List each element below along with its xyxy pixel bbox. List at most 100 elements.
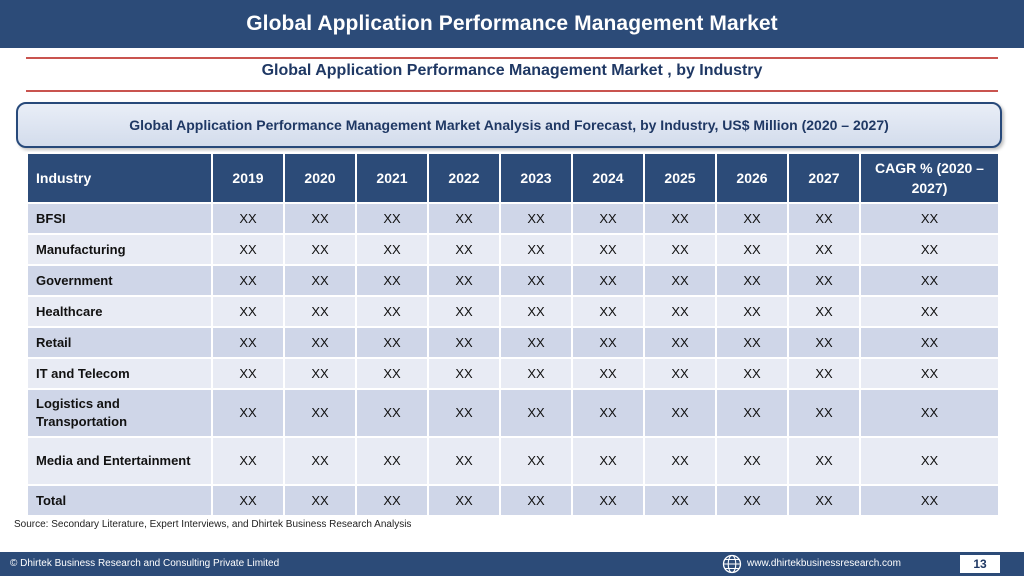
table-cell: XX <box>355 436 429 486</box>
table-cell: XX <box>715 295 789 328</box>
table-cell: XX <box>787 233 861 266</box>
table-cell: XX <box>715 484 789 517</box>
table-cell: XX <box>571 357 645 390</box>
table-cell: XX <box>427 484 501 517</box>
table-cell: XX <box>571 326 645 359</box>
table-caption: Global Application Performance Managemen… <box>129 117 889 133</box>
table-cell: XX <box>643 202 717 235</box>
table-cell: XX <box>283 295 357 328</box>
column-header: 2024 <box>571 152 645 204</box>
row-label: Healthcare <box>26 295 213 328</box>
copyright-text: © Dhirtek Business Research and Consulti… <box>10 558 280 569</box>
table-cell: XX <box>643 295 717 328</box>
table-cell: XX <box>859 202 1000 235</box>
table-cell: XX <box>715 233 789 266</box>
column-header: 2020 <box>283 152 357 204</box>
table-cell: XX <box>427 233 501 266</box>
table-cell: XX <box>283 326 357 359</box>
column-header: 2021 <box>355 152 429 204</box>
page-title: Global Application Performance Managemen… <box>246 12 778 35</box>
table-cell: XX <box>355 357 429 390</box>
table-cell: XX <box>355 295 429 328</box>
table-cell: XX <box>211 326 285 359</box>
table-cell: XX <box>571 264 645 297</box>
table-cell: XX <box>427 202 501 235</box>
table-cell: XX <box>211 436 285 486</box>
table-cell: XX <box>355 264 429 297</box>
table-row: Manufacturing XX XX XX XX XX XX XX XX XX XX <box>26 233 1000 266</box>
table-cell: XX <box>859 436 1000 486</box>
table-cell: XX <box>643 388 717 438</box>
table-cell: XX <box>211 233 285 266</box>
table-cell: XX <box>715 202 789 235</box>
column-header: 2025 <box>643 152 717 204</box>
column-header: 2019 <box>211 152 285 204</box>
table-row: BFSI XX XX XX XX XX XX XX XX XX XX <box>26 202 1000 235</box>
table-cell: XX <box>571 436 645 486</box>
table-cell: XX <box>859 484 1000 517</box>
table-cell: XX <box>643 436 717 486</box>
column-header: 2027 <box>787 152 861 204</box>
header-bar: Global Application Performance Managemen… <box>0 0 1024 48</box>
table-cell: XX <box>715 357 789 390</box>
table-cell: XX <box>643 357 717 390</box>
table-cell: XX <box>427 388 501 438</box>
table-cell: XX <box>427 436 501 486</box>
source-note: Source: Secondary Literature, Expert Int… <box>14 519 412 530</box>
divider-bottom <box>26 90 998 92</box>
table-cell: XX <box>355 484 429 517</box>
table-cell: XX <box>283 264 357 297</box>
table-cell: XX <box>283 357 357 390</box>
table-cell: XX <box>571 388 645 438</box>
table-cell: XX <box>571 233 645 266</box>
column-header: 2026 <box>715 152 789 204</box>
row-label: IT and Telecom <box>26 357 213 390</box>
column-header-industry: Industry <box>26 152 213 204</box>
table-row: Government XX XX XX XX XX XX XX XX XX XX <box>26 264 1000 297</box>
table-cell: XX <box>499 436 573 486</box>
table-cell: XX <box>787 264 861 297</box>
table-cell: XX <box>643 264 717 297</box>
footer-bar: © Dhirtek Business Research and Consulti… <box>0 552 1024 576</box>
table-cell: XX <box>643 326 717 359</box>
table-cell: XX <box>499 484 573 517</box>
table-cell: XX <box>715 264 789 297</box>
row-label: Logistics and Transportation <box>26 388 213 438</box>
table-cell: XX <box>859 357 1000 390</box>
table-row: Healthcare XX XX XX XX XX XX XX XX XX XX <box>26 295 1000 328</box>
industry-forecast-table: Industry 2019 2020 2021 2022 2023 2024 2025 2026… <box>26 152 1000 517</box>
table-cell: XX <box>859 264 1000 297</box>
row-label: Total <box>26 484 213 517</box>
column-header: 2023 <box>499 152 573 204</box>
table-cell: XX <box>211 202 285 235</box>
table-cell: XX <box>211 388 285 438</box>
table-caption-banner: Global Application Performance Managemen… <box>16 102 1002 148</box>
table-header-row: Industry 2019 2020 2021 2022 2023 2024 2025 2026… <box>26 152 1000 204</box>
table-cell: XX <box>499 326 573 359</box>
table-row: Logistics and Transportation XX XX XX XX XX XX… <box>26 388 1000 438</box>
table-cell: XX <box>715 326 789 359</box>
row-label: Manufacturing <box>26 233 213 266</box>
table-cell: XX <box>643 484 717 517</box>
table-cell: XX <box>499 388 573 438</box>
table-cell: XX <box>211 264 285 297</box>
row-label: Retail <box>26 326 213 359</box>
table-cell: XX <box>787 326 861 359</box>
row-label: Government <box>26 264 213 297</box>
table-cell: XX <box>283 233 357 266</box>
table-row: Media and Entertainment XX XX XX XX XX XX XX XX X… <box>26 436 1000 486</box>
table-cell: XX <box>355 233 429 266</box>
total-row: Total XX XX XX XX XX XX XX XX XX XX <box>26 484 1000 517</box>
table-cell: XX <box>859 233 1000 266</box>
table-cell: XX <box>859 295 1000 328</box>
table-row: IT and Telecom XX XX XX XX XX XX XX XX XX XX <box>26 357 1000 390</box>
table-cell: XX <box>499 264 573 297</box>
table-cell: XX <box>355 326 429 359</box>
table-cell: XX <box>283 388 357 438</box>
table-cell: XX <box>427 357 501 390</box>
table-cell: XX <box>499 202 573 235</box>
table-cell: XX <box>787 295 861 328</box>
website-link[interactable]: www.dhirtekbusinessresearch.com <box>747 558 901 569</box>
table-cell: XX <box>499 295 573 328</box>
table-cell: XX <box>787 388 861 438</box>
